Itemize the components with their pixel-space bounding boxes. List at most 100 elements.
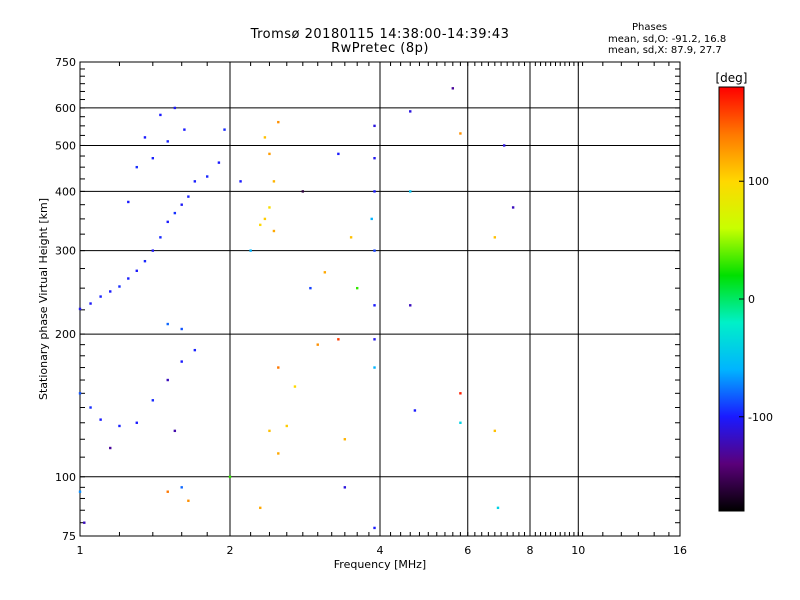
data-point (316, 343, 319, 346)
x-tick-label: 1 (77, 544, 84, 557)
phase-info-line-o: mean, sd,O: -91.2, 16.8 (608, 34, 727, 45)
data-point (217, 161, 221, 164)
data-point (99, 295, 102, 298)
data-point (343, 486, 347, 489)
data-point (277, 120, 280, 124)
data-point (263, 217, 267, 221)
data-point (259, 223, 262, 227)
data-point (173, 106, 177, 110)
colorbar-label: [deg] (716, 71, 748, 85)
data-point (493, 429, 497, 433)
data-point (511, 206, 515, 209)
data-point (493, 236, 497, 239)
data-point (193, 348, 197, 352)
data-point (496, 506, 500, 510)
data-point (268, 206, 271, 209)
y-tick-label: 500 (55, 139, 76, 152)
y-axis-label: Stationary phase Virtual Height [km] (37, 198, 50, 400)
data-point (373, 338, 376, 341)
data-point (409, 110, 412, 113)
data-point (83, 521, 86, 524)
data-point (89, 406, 92, 409)
data-point (166, 140, 169, 143)
data-point (127, 277, 130, 280)
data-point (173, 429, 177, 433)
data-point (409, 304, 412, 307)
data-point (268, 152, 271, 156)
data-point (127, 200, 130, 204)
data-point (355, 286, 359, 290)
data-point (151, 399, 155, 402)
data-point (249, 249, 252, 252)
data-point (193, 180, 197, 183)
data-point (143, 259, 147, 263)
data-point (166, 378, 169, 382)
data-point (370, 217, 373, 221)
data-point (78, 392, 82, 395)
y-tick-label: 75 (62, 530, 76, 543)
data-point (135, 269, 138, 272)
phase-info-heading: Phases (632, 22, 668, 33)
colorbar-tick-label: 100 (748, 175, 769, 188)
data-point (293, 385, 297, 388)
data-point (78, 307, 82, 311)
data-point (135, 165, 138, 169)
data-point (323, 271, 327, 274)
data-point (173, 211, 177, 215)
data-point (180, 486, 183, 489)
data-point (109, 446, 112, 450)
data-point (337, 152, 340, 156)
y-tick-label: 100 (55, 471, 76, 484)
data-point (159, 113, 162, 117)
phase-info-line-x: mean, sd,X: 87.9, 27.7 (608, 45, 722, 56)
colorbar-tick-label: -100 (748, 411, 773, 424)
y-tick-label: 400 (55, 185, 76, 198)
chart-subtitle: RwPretec (8p) (331, 41, 429, 56)
data-points (78, 87, 515, 530)
data-point (277, 366, 280, 369)
y-tick-label: 600 (55, 102, 76, 115)
data-point (99, 418, 102, 421)
data-point (180, 360, 183, 363)
x-tick-label: 6 (464, 544, 471, 557)
chart-title: Tromsø 20180115 14:38:00-14:39:43 (250, 27, 510, 42)
data-point (263, 136, 267, 139)
x-axis-label: Frequency [MHz] (334, 558, 426, 571)
data-point (187, 499, 190, 502)
data-point (223, 128, 226, 131)
x-tick-label: 4 (377, 544, 384, 557)
data-point (373, 157, 376, 160)
data-point (373, 124, 376, 128)
data-point (459, 421, 462, 424)
data-point (89, 302, 92, 305)
data-point (78, 490, 82, 493)
data-point (166, 322, 169, 326)
data-point (118, 424, 121, 428)
data-point (239, 180, 242, 183)
data-point (373, 304, 376, 307)
data-point (285, 424, 288, 428)
data-point (459, 392, 462, 395)
data-point (118, 285, 121, 288)
data-point (187, 195, 190, 198)
y-tick-label: 200 (55, 328, 76, 341)
data-point (183, 128, 186, 131)
data-point (373, 249, 376, 252)
data-point (409, 190, 412, 193)
data-point (228, 475, 232, 478)
data-point (373, 366, 376, 369)
data-point (277, 452, 280, 455)
data-point (143, 136, 147, 139)
x-tick-label: 2 (227, 544, 234, 557)
data-point (268, 429, 271, 433)
data-point (272, 229, 276, 233)
x-tick-label: 16 (673, 544, 687, 557)
data-point (413, 409, 417, 412)
data-point (135, 421, 138, 424)
data-point (259, 506, 262, 510)
data-point (451, 87, 455, 90)
colorbar-tick-label: 0 (748, 293, 755, 306)
x-tick-label: 8 (527, 544, 534, 557)
